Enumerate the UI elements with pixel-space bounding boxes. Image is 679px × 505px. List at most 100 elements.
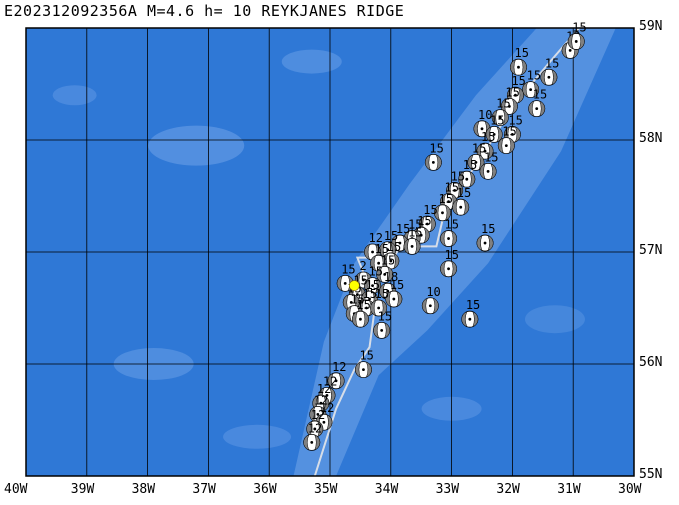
- depth-label: 15: [533, 88, 547, 102]
- map-title: E202312092356A M=4.6 h= 10 REYKJANES RID…: [4, 2, 405, 20]
- shallow-patch: [281, 49, 342, 74]
- depth-label: 15: [514, 46, 528, 60]
- focal-mechanism: 15: [355, 349, 374, 379]
- depth-label: 12: [369, 231, 383, 245]
- focal-mechanism: 15: [522, 69, 541, 98]
- shallow-patch: [52, 85, 97, 106]
- depth-label: 15: [359, 349, 373, 363]
- longitude-label: 40W: [4, 482, 28, 497]
- focal-mechanism: 15: [424, 141, 444, 171]
- depth-label: 15: [369, 265, 383, 279]
- focal-mechanism: 12: [364, 231, 383, 261]
- shallow-patch: [524, 305, 585, 334]
- depth-label: 15: [445, 248, 459, 262]
- depth-label: 2: [359, 259, 366, 273]
- focal-mechanism: 15: [440, 218, 459, 247]
- depth-label: 15: [472, 141, 486, 155]
- depth-label: 15: [438, 192, 452, 206]
- depth-label: 15: [366, 278, 380, 292]
- longitude-label: 35W: [314, 482, 338, 497]
- depth-label: 15: [375, 242, 389, 256]
- depth-label: 15: [481, 222, 495, 236]
- depth-label: 15: [508, 113, 522, 127]
- depth-label: 10: [426, 285, 440, 299]
- focal-mechanism: 15: [467, 141, 486, 171]
- depth-label: 15: [505, 85, 519, 99]
- latitude-label: 58N: [639, 131, 663, 146]
- focal-mechanism: 15: [485, 113, 505, 143]
- focal-mechanism: 15: [351, 298, 371, 328]
- focal-mechanism: 15: [458, 158, 477, 188]
- focal-mechanism: 15: [373, 309, 392, 339]
- depth-label: 15: [527, 69, 541, 83]
- focal-mechanism: 12: [318, 374, 337, 404]
- depth-label: 15: [362, 287, 376, 301]
- longitude-label: 34W: [374, 482, 399, 497]
- depth-label: 15: [375, 287, 389, 301]
- shallow-patch: [223, 424, 292, 449]
- longitude-label: 33W: [435, 482, 460, 497]
- focal-mechanism: 15: [567, 20, 587, 50]
- focal-mechanism: 15: [497, 125, 517, 155]
- depth-label: 15: [445, 181, 459, 195]
- longitude-label: 39W: [70, 482, 95, 497]
- longitude-label: 32W: [496, 482, 520, 497]
- map-frame: [25, 27, 635, 477]
- depth-label: 12: [323, 374, 337, 388]
- latitude-label: 57N: [639, 243, 663, 258]
- depth-label: 15: [445, 218, 459, 232]
- longitude-label: 31W: [557, 482, 581, 497]
- latitude-label: 55N: [639, 467, 663, 482]
- focal-mechanism: 15: [476, 222, 495, 252]
- depth-label: 15: [378, 309, 392, 323]
- depth-label: 15: [481, 130, 495, 144]
- depth-label: 12: [317, 382, 331, 396]
- depth-label: 15: [390, 278, 404, 292]
- focal-mechanism: 15: [491, 97, 511, 126]
- focal-mechanism: 15: [476, 130, 495, 160]
- focal-mechanism: 15: [440, 248, 459, 278]
- focal-mechanism: 15: [540, 56, 559, 86]
- focal-mechanism: 15: [370, 287, 389, 317]
- depth-label: 15: [457, 186, 471, 200]
- depth-label: 15: [350, 293, 364, 307]
- focal-mechanism: 12: [303, 421, 322, 451]
- depth-label: 15: [423, 203, 437, 217]
- depth-label: 12: [332, 360, 346, 374]
- focal-mechanism: 12: [327, 360, 347, 390]
- longitude-label: 30W: [618, 482, 642, 497]
- depth-label: 15: [341, 262, 355, 276]
- depth-label: 15: [451, 169, 465, 183]
- depth-label: 15: [484, 150, 498, 164]
- depth-label: 15: [408, 218, 422, 232]
- depth-label: 12: [314, 393, 328, 407]
- depth-label: 15: [384, 229, 398, 243]
- depth-label: 15: [408, 225, 422, 239]
- focal-mechanism: 15: [528, 88, 547, 118]
- shallow-patch: [148, 125, 245, 166]
- focal-mechanism: 15: [510, 46, 529, 76]
- focal-mechanism: 15: [385, 278, 404, 308]
- depth-label: 12: [308, 421, 322, 435]
- depth-label: 15: [502, 125, 516, 139]
- focal-mechanism: 10: [421, 285, 441, 315]
- longitude-label: 36W: [253, 482, 277, 497]
- depth-label: 15: [387, 240, 401, 254]
- latitude-label: 56N: [639, 355, 663, 370]
- focal-mechanism: 15: [500, 85, 520, 115]
- depth-label: 15: [356, 298, 370, 312]
- focal-mechanism: 15: [452, 186, 471, 216]
- longitude-label: 37W: [192, 482, 216, 497]
- depth-label: 18: [384, 270, 398, 284]
- focal-mechanism: 12: [306, 408, 325, 438]
- longitude-label: 38W: [131, 482, 156, 497]
- depth-label: 15: [545, 56, 559, 70]
- focal-mechanism: 15: [403, 225, 423, 255]
- depth-label: 15: [511, 74, 525, 88]
- depth-label: 15: [466, 298, 480, 312]
- depth-label: 10: [478, 108, 492, 122]
- focal-mechanism: 15: [364, 265, 383, 295]
- focal-mechanism: 15: [479, 150, 499, 180]
- focal-mechanism: 15: [376, 253, 395, 283]
